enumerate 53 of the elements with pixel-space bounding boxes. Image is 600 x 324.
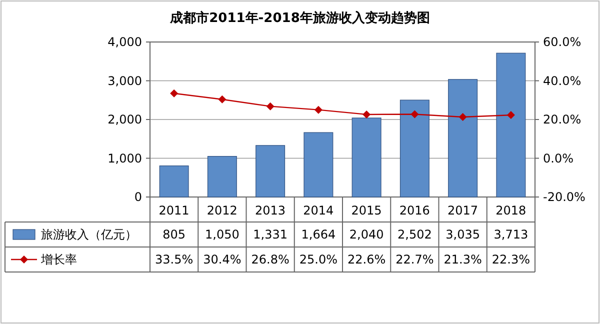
data-label: 26.8% (251, 252, 290, 266)
bar (207, 156, 237, 198)
bar (304, 132, 334, 198)
y2-tick-label: 20.0% (543, 112, 582, 126)
point (266, 102, 274, 110)
legend-label: 旅游收入（亿元） (41, 228, 137, 242)
x-tick-label: 2018 (496, 204, 526, 218)
bar (159, 166, 189, 198)
x-tick-label: 2014 (303, 204, 334, 218)
data-label: 805 (162, 228, 186, 242)
y2-tick-label: 60.0% (543, 35, 582, 49)
y-tick-label: 3,000 (108, 74, 142, 88)
x-tick-label: 2015 (351, 204, 382, 218)
point (170, 89, 178, 98)
data-label: 2,502 (398, 228, 432, 242)
data-label: 22.6% (348, 252, 386, 266)
bar (256, 145, 286, 198)
data-label: 21.3% (444, 252, 482, 266)
x-tick-label: 2017 (448, 204, 478, 218)
y-tick-label: 2,000 (108, 112, 142, 126)
y-tick-label: 0 (134, 190, 142, 204)
data-label: 3,035 (446, 228, 480, 242)
data-label: 22.7% (396, 252, 434, 266)
data-label: 33.5% (155, 252, 194, 266)
point (506, 111, 515, 120)
y-tick-label: 1,000 (108, 151, 142, 166)
data-label: 1,664 (301, 228, 336, 242)
data-label: 30.4% (203, 252, 242, 266)
bar (352, 118, 382, 198)
x-tick-label: 2012 (206, 204, 238, 218)
bar (448, 79, 478, 198)
y2-tick-label: 0.0% (543, 151, 574, 166)
point (410, 110, 419, 118)
legend-label: 增长率 (40, 252, 77, 266)
x-tick-label: 2016 (399, 204, 430, 218)
point (314, 106, 322, 114)
data-label: 1,331 (253, 228, 288, 242)
data-label: 25.0% (299, 252, 338, 266)
y-tick-label: 4,000 (108, 35, 142, 49)
x-tick-label: 2011 (158, 204, 190, 218)
data-label: 22.3% (492, 252, 530, 266)
data-label: 2,040 (349, 228, 384, 242)
data-label: 3,713 (494, 228, 528, 242)
x-tick-label: 2013 (255, 204, 286, 218)
chart-title: 成都市2011年-2018年旅游收入变动趋势图 (169, 10, 430, 26)
point (218, 95, 226, 104)
y2-tick-label: -20.0% (543, 190, 586, 204)
bar (400, 100, 430, 198)
data-label: 1,050 (205, 228, 240, 242)
point (458, 112, 467, 121)
point (362, 110, 371, 118)
y2-tick-label: 40.0% (543, 74, 582, 88)
bar (496, 52, 526, 198)
